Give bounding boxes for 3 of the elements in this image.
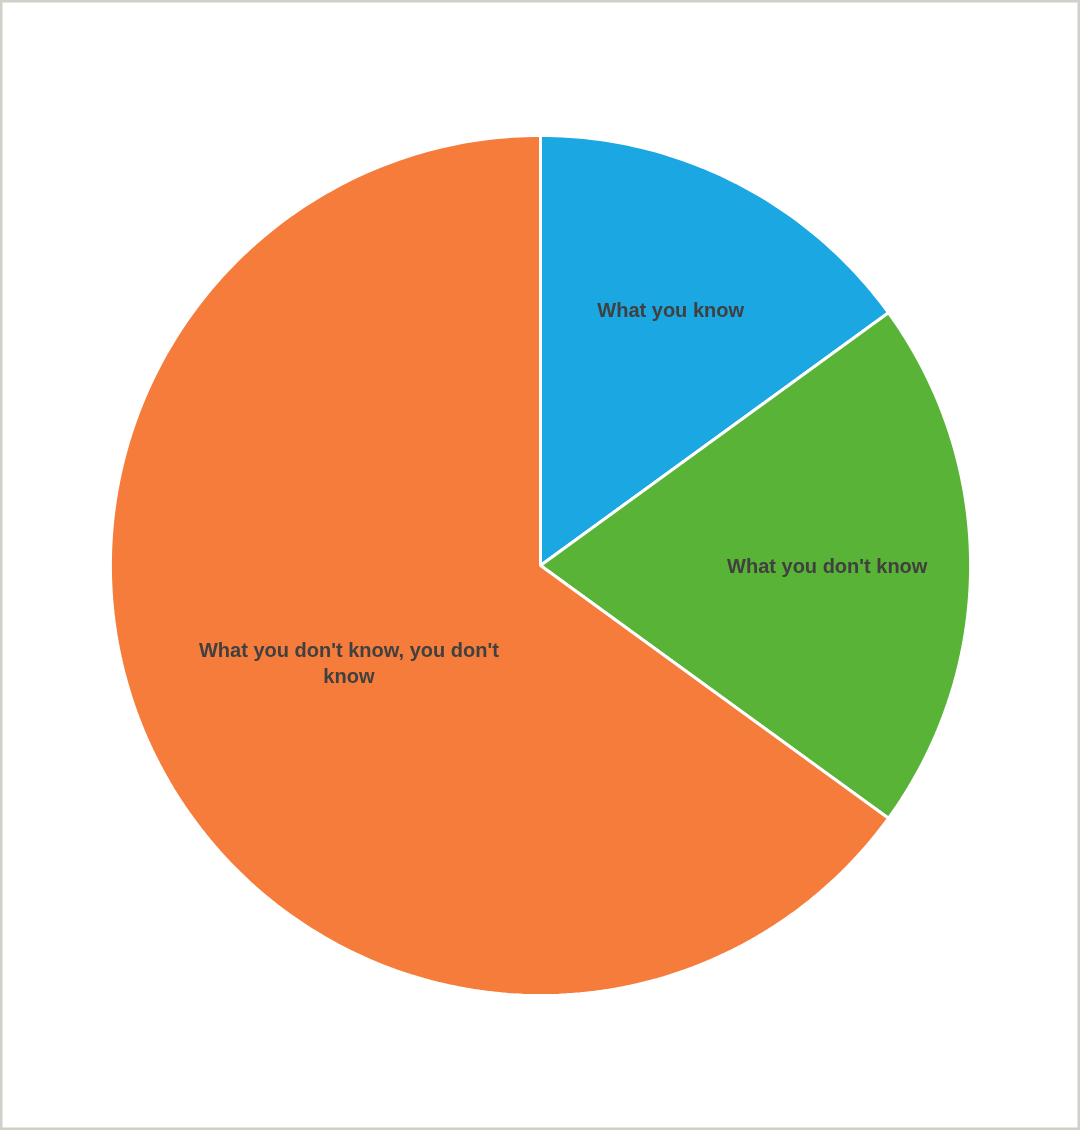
- slice-label: What you don't know: [727, 554, 928, 577]
- slice-label: What you know: [597, 299, 745, 322]
- slice-label: What you don't know, you don't know: [198, 638, 500, 688]
